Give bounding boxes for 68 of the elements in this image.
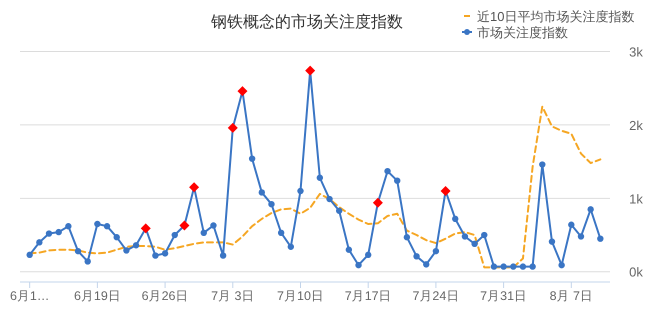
point <box>268 200 275 208</box>
y-tick-label: 0k <box>629 264 644 280</box>
point <box>355 262 362 268</box>
point <box>394 177 400 184</box>
point <box>316 174 324 181</box>
point <box>587 206 594 213</box>
point <box>548 238 556 245</box>
point <box>471 240 478 248</box>
point <box>432 248 440 254</box>
x-tick-label: 6月26日 <box>142 289 189 303</box>
y-tick-label: 3k <box>629 44 644 60</box>
point <box>597 235 604 242</box>
point <box>258 189 266 196</box>
x-tick-label: 7月 3日 <box>211 289 254 303</box>
legend-label: 市场关注度指数 <box>477 25 568 40</box>
point <box>220 252 226 259</box>
point <box>384 168 391 174</box>
point <box>336 208 342 214</box>
point <box>55 228 62 236</box>
x-tick-label: 6月19日 <box>74 289 121 303</box>
x-tick-label: 8月 7日 <box>550 289 594 303</box>
point <box>94 220 101 228</box>
point <box>364 252 372 258</box>
point <box>558 262 565 268</box>
point <box>104 223 110 230</box>
point <box>114 234 120 240</box>
point <box>210 222 217 229</box>
point <box>152 252 159 259</box>
point <box>46 230 52 237</box>
point <box>36 239 43 246</box>
point <box>278 230 284 236</box>
point <box>568 222 575 228</box>
point <box>404 234 410 240</box>
point <box>578 233 584 240</box>
point <box>288 244 294 250</box>
point <box>248 155 256 162</box>
point <box>490 263 498 270</box>
point <box>452 216 458 222</box>
point <box>84 258 91 265</box>
y-tick-label: 1k <box>629 191 644 206</box>
x-tick-label: 7月31日 <box>480 289 528 303</box>
chart-title: 钢铁概念的市场关注度指数 <box>210 13 403 31</box>
point <box>529 263 536 270</box>
x-tick-label: 7月24日 <box>412 289 460 303</box>
point <box>346 246 352 253</box>
point <box>65 223 72 230</box>
point <box>132 242 140 248</box>
point <box>539 161 546 168</box>
point <box>462 233 468 240</box>
point <box>74 248 82 254</box>
y-tick-label: 2k <box>629 118 644 133</box>
point <box>326 196 333 202</box>
x-tick-label: 7月17日 <box>344 289 392 303</box>
x-tick-label: 7月10日 <box>277 289 324 303</box>
point <box>123 247 130 254</box>
point <box>172 232 178 238</box>
x-tick-label: 6月1… <box>10 289 50 303</box>
point <box>423 261 430 268</box>
point <box>510 263 516 270</box>
point <box>481 232 488 238</box>
point <box>200 230 207 236</box>
point <box>500 263 507 270</box>
point <box>162 250 168 257</box>
point <box>413 253 420 260</box>
point <box>26 252 33 258</box>
point <box>520 263 526 270</box>
point <box>297 188 304 194</box>
legend-label: 近10日平均市场关注度指数 <box>477 9 634 24</box>
